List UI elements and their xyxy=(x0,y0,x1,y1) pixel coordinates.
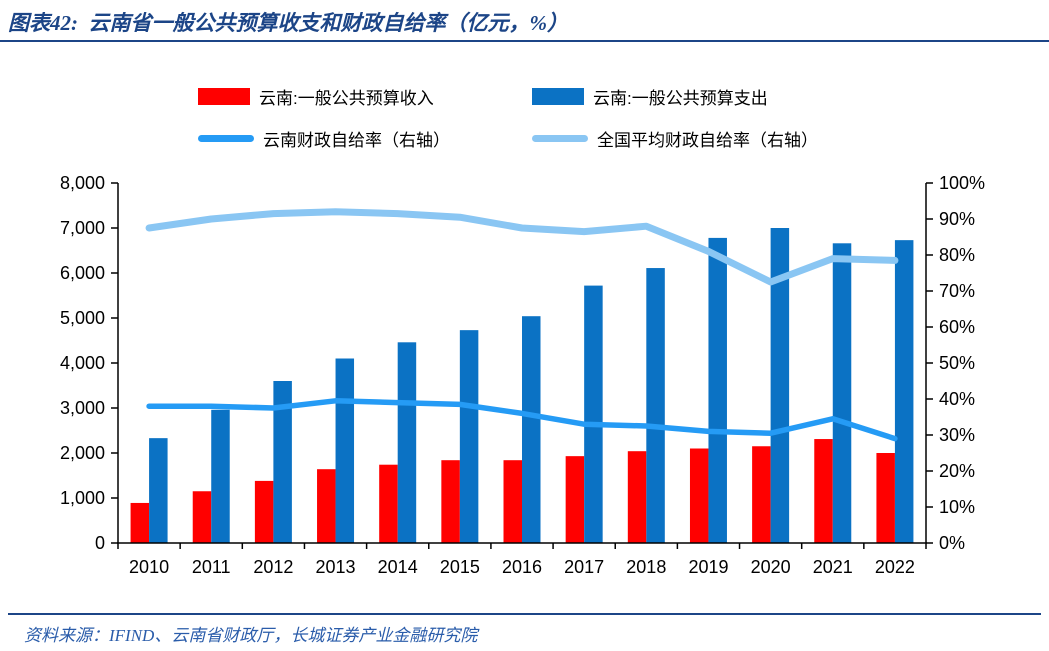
left-axis-label: 2,000 xyxy=(60,443,105,463)
national-rate-line-swatch xyxy=(532,135,588,142)
right-axis-label: 100% xyxy=(939,173,985,193)
bar-revenue-2010 xyxy=(130,502,150,543)
figure-title: 图表42: 云南省一般公共预算收支和财政自给率（亿元，%） xyxy=(8,11,568,35)
legend-item-revenue: 云南:一般公共预算收入 xyxy=(198,84,532,109)
x-axis-label: 2011 xyxy=(192,557,231,577)
bar-expenditure-2020 xyxy=(770,228,790,543)
legend-label-national-rate: 全国平均财政自给率（右轴） xyxy=(597,131,818,150)
bar-revenue-2011 xyxy=(192,491,212,543)
bar-expenditure-2022 xyxy=(894,240,914,543)
chart-legend: 云南:一般公共预算收入 云南:一般公共预算支出 云南财政自给率（右轴） 全国平均… xyxy=(198,84,818,151)
bar-expenditure-2017 xyxy=(584,285,603,543)
bar-expenditure-2010 xyxy=(149,438,168,543)
national-rate-line xyxy=(145,208,899,286)
left-axis-label: 4,000 xyxy=(60,353,105,373)
bar-revenue-2020 xyxy=(752,446,771,543)
x-axis-label: 2021 xyxy=(813,557,853,577)
right-axis-label: 90% xyxy=(939,209,975,229)
x-axis-label: 2014 xyxy=(378,557,418,577)
source-divider xyxy=(8,613,1041,615)
bar-revenue-2015 xyxy=(441,460,460,543)
x-axis-label: 2016 xyxy=(502,557,542,577)
right-axis-label: 50% xyxy=(939,353,975,373)
bar-expenditure-2021 xyxy=(832,243,852,544)
bar-expenditure-2014 xyxy=(397,342,417,543)
legend-item-national-rate: 全国平均财政自给率（右轴） xyxy=(532,126,818,151)
expenditure-bar-swatch xyxy=(532,88,584,105)
bar-expenditure-2013 xyxy=(335,358,355,543)
right-axis-label: 80% xyxy=(939,245,975,265)
x-axis-label: 2015 xyxy=(440,557,480,577)
right-axis-label: 20% xyxy=(939,461,975,481)
yunnan-rate-line-swatch xyxy=(198,135,254,142)
x-axis-label: 2013 xyxy=(316,557,356,577)
bar-expenditure-2012 xyxy=(273,381,292,543)
bar-expenditure-2015 xyxy=(459,330,479,543)
bar-revenue-2017 xyxy=(565,456,585,543)
right-axis-label: 70% xyxy=(939,281,975,301)
bar-revenue-2012 xyxy=(254,480,274,543)
x-axis-label: 2017 xyxy=(564,557,604,577)
title-divider xyxy=(0,40,1049,42)
left-axis-label: 0 xyxy=(95,533,105,553)
legend-item-yunnan-rate: 云南财政自给率（右轴） xyxy=(198,126,532,151)
revenue-bar-swatch xyxy=(198,88,250,105)
bar-revenue-2013 xyxy=(317,469,336,543)
x-axis-label: 2022 xyxy=(875,557,915,577)
bar-revenue-2014 xyxy=(379,464,398,543)
bar-revenue-2018 xyxy=(627,451,647,543)
yunnan-rate-line xyxy=(146,398,898,442)
bar-revenue-2022 xyxy=(876,453,895,543)
bar-revenue-2021 xyxy=(814,439,833,543)
right-axis-label: 10% xyxy=(939,497,975,517)
left-axis-label: 8,000 xyxy=(60,173,105,193)
legend-label-expenditure: 云南:一般公共预算支出 xyxy=(593,89,768,108)
bar-expenditure-2018 xyxy=(646,268,665,543)
x-axis-label: 2010 xyxy=(129,557,169,577)
right-axis-label: 0% xyxy=(939,533,965,553)
x-axis-label: 2018 xyxy=(626,557,666,577)
right-axis-label: 60% xyxy=(939,317,975,337)
x-axis-label: 2019 xyxy=(688,557,728,577)
bar-revenue-2016 xyxy=(503,460,522,543)
bar-revenue-2019 xyxy=(689,448,709,543)
bar-expenditure-2019 xyxy=(708,237,727,543)
source-note: 资料来源：IFIND、云南省财政厅，长城证券产业金融研究院 xyxy=(24,626,478,645)
bar-expenditure-2016 xyxy=(522,316,541,543)
right-axis-label: 30% xyxy=(939,425,975,445)
x-axis-label: 2020 xyxy=(751,557,791,577)
left-axis-label: 5,000 xyxy=(60,308,105,328)
legend-label-yunnan-rate: 云南财政自给率（右轴） xyxy=(263,131,450,150)
x-axis-label: 2012 xyxy=(253,557,293,577)
left-axis-label: 6,000 xyxy=(60,263,105,283)
bar-expenditure-2011 xyxy=(211,409,230,543)
legend-label-revenue: 云南:一般公共预算收入 xyxy=(259,89,434,108)
left-axis-label: 7,000 xyxy=(60,218,105,238)
left-axis-label: 3,000 xyxy=(60,398,105,418)
left-axis-label: 1,000 xyxy=(60,488,105,508)
right-axis-label: 40% xyxy=(939,389,975,409)
legend-item-expenditure: 云南:一般公共预算支出 xyxy=(532,84,818,109)
